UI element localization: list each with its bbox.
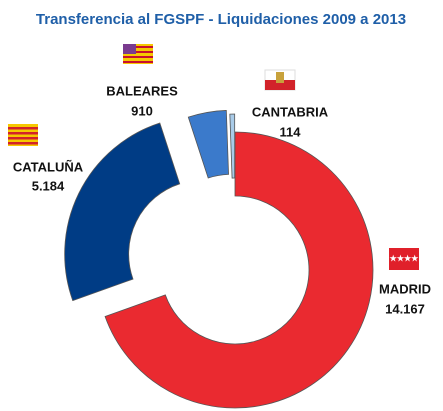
slice-label: CANTABRIA bbox=[252, 104, 329, 119]
slice-label: CATALUÑA bbox=[13, 159, 84, 174]
slice bbox=[229, 113, 236, 179]
chart-title: Transferencia al FGSPF - Liquidaciones 2… bbox=[36, 11, 406, 28]
flag-baleares bbox=[123, 44, 153, 64]
slice-value: 114 bbox=[280, 124, 302, 139]
slice-value: 910 bbox=[131, 103, 153, 118]
slice bbox=[64, 122, 181, 302]
flag-cantabria bbox=[264, 69, 296, 91]
flag-cataluna bbox=[8, 124, 38, 146]
slice bbox=[187, 110, 229, 179]
flag-madrid: ★★★★ bbox=[389, 248, 419, 270]
svg-text:★★★★: ★★★★ bbox=[390, 254, 420, 263]
slice-value: 14.167 bbox=[385, 301, 425, 316]
slice-value: 5.184 bbox=[32, 178, 65, 193]
slice bbox=[104, 131, 374, 409]
slice-label: BALEARES bbox=[106, 83, 178, 98]
slice-label: MADRID bbox=[379, 281, 431, 296]
